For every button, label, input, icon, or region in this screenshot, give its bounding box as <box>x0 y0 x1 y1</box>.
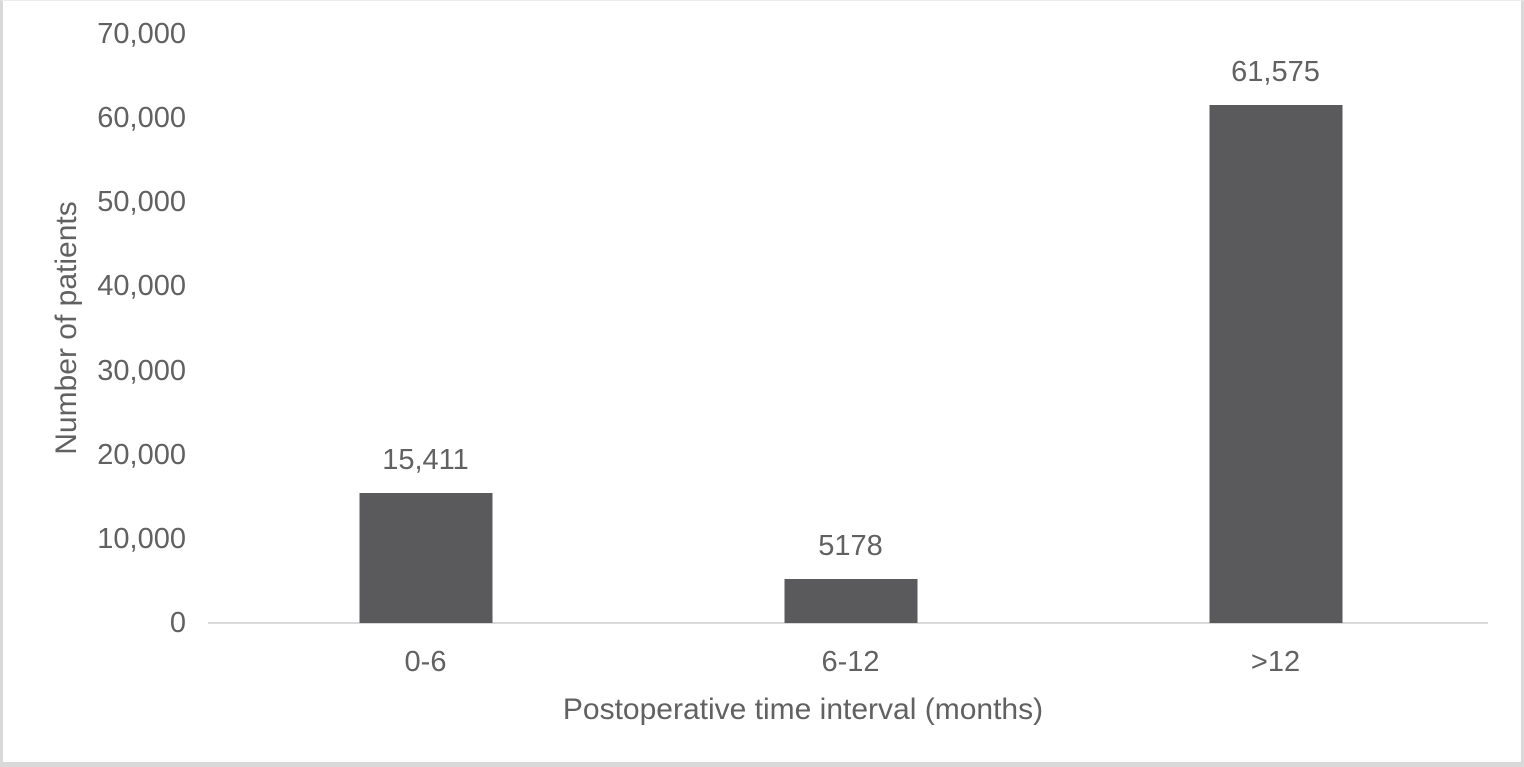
bar-slot: 15,411 <box>213 34 638 623</box>
bar <box>359 493 492 623</box>
y-tick-label: 10,000 <box>97 522 186 555</box>
y-tick-label: 30,000 <box>97 354 186 387</box>
y-tick-label: 20,000 <box>97 438 186 471</box>
x-axis-title: Postoperative time interval (months) <box>562 693 1044 726</box>
bar-value-label: 5178 <box>818 530 883 563</box>
bar <box>784 579 917 623</box>
plot-area: 15,411 5178 61,575 <box>208 34 1488 624</box>
y-tick-label: 40,000 <box>97 270 186 303</box>
y-tick-label: 0 <box>169 607 186 639</box>
bar-slot: 61,575 <box>1063 34 1488 623</box>
bar <box>1209 104 1342 623</box>
bar-value-label: 61,575 <box>1231 55 1320 88</box>
x-tick-label: 0-6 <box>404 646 447 678</box>
y-tick-label: 50,000 <box>97 186 186 219</box>
y-axis-tick-labels: 0 10,000 20,000 30,000 40,000 50,000 60,000 70,… <box>3 18 186 639</box>
x-axis-line <box>208 622 1488 624</box>
x-axis-tick-labels: 0-6 6-12 >12 <box>213 645 1488 681</box>
y-tick-label: 60,000 <box>97 102 186 135</box>
bar-value-label: 15,411 <box>382 444 469 477</box>
y-tick-label: 70,000 <box>97 18 186 50</box>
x-tick-label: >12 <box>1250 646 1301 678</box>
x-tick-label: 6-12 <box>821 646 880 678</box>
bar-slot: 5178 <box>638 34 1063 623</box>
